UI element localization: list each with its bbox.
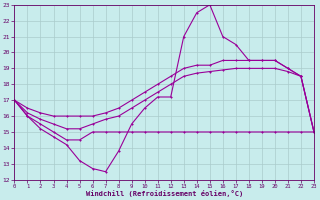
X-axis label: Windchill (Refroidissement éolien,°C): Windchill (Refroidissement éolien,°C) xyxy=(85,190,243,197)
